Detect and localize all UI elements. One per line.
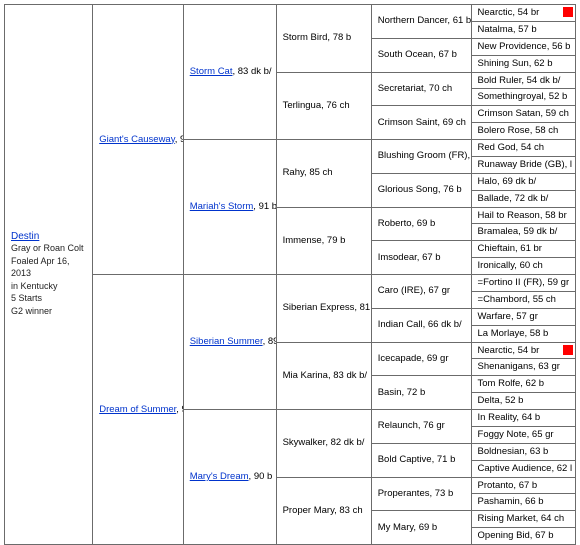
gen3-cell: Rahy, 85 ch (276, 140, 371, 208)
gen4-cell: Blushing Groom (FR), ch (371, 140, 471, 174)
table-row: DestinGray or Roan ColtFoaled Apr 16, 20… (5, 5, 576, 22)
gen2-cell: Mary's Dream, 90 b (183, 410, 276, 545)
gen3-cell: Mia Karina, 83 dk b/ (276, 342, 371, 410)
pedigree-link[interactable]: Mary's Dream (190, 471, 249, 482)
gen5-cell: Shenanigans, 63 gr (471, 359, 575, 376)
gen2-cell: Mariah's Storm, 91 b (183, 140, 276, 275)
gen1-cell: Dream of Summer, 99 gr/ro (93, 275, 184, 545)
gen4-cell: South Ocean, 67 b (371, 38, 471, 72)
pedigree-link[interactable]: Giant's Causeway (99, 134, 175, 145)
gen4-cell: Crimson Saint, 69 ch (371, 106, 471, 140)
gen5-cell: Ironically, 60 ch (471, 258, 575, 275)
gen5-cell: Boldnesian, 63 b (471, 443, 575, 460)
gen5-cell: Bolero Rose, 58 ch (471, 123, 575, 140)
gen5-cell: Runaway Bride (GB), l (471, 156, 575, 173)
gen5-cell: Tom Rolfe, 62 b (471, 376, 575, 393)
gen4-cell: My Mary, 69 b (371, 511, 471, 545)
gen4-cell: Relaunch, 76 gr (371, 410, 471, 444)
gen5-cell: Ballade, 72 dk b/ (471, 190, 575, 207)
gen5-cell: Bold Ruler, 54 dk b/ (471, 72, 575, 89)
gen5-cell: La Morlaye, 58 b (471, 325, 575, 342)
gen5-cell: Red God, 54 ch (471, 140, 575, 157)
pedigree-link[interactable]: Siberian Summer (190, 336, 263, 347)
gen5-cell: Nearctic, 54 br (471, 5, 575, 22)
gen5-cell: Captive Audience, 62 l (471, 460, 575, 477)
gen5-cell: Opening Bid, 67 b (471, 528, 575, 545)
gen2-cell: Siberian Summer, 89 gr/ (183, 275, 276, 410)
gen5-cell: Warfare, 57 gr (471, 308, 575, 325)
gen3-cell: Immense, 79 b (276, 207, 371, 275)
gen4-cell: Imsodear, 67 b (371, 241, 471, 275)
gen5-cell: Crimson Satan, 59 ch (471, 106, 575, 123)
gen5-cell: Somethingroyal, 52 b (471, 89, 575, 106)
subject-link[interactable]: Destin (11, 231, 39, 242)
gen3-cell: Storm Bird, 78 b (276, 5, 371, 73)
gen3-cell: Proper Mary, 83 ch (276, 477, 371, 545)
gen2-cell: Storm Cat, 83 dk b/ (183, 5, 276, 140)
gen4-cell: Icecapade, 69 gr (371, 342, 471, 376)
gen5-cell: Bramalea, 59 dk b/ (471, 224, 575, 241)
subject-desc-line: 5 Starts (11, 293, 42, 303)
gen5-cell: Rising Market, 64 ch (471, 511, 575, 528)
gen5-cell: =Fortino II (FR), 59 gr (471, 275, 575, 292)
gen4-cell: Properantes, 73 b (371, 477, 471, 511)
pedigree-link[interactable]: Storm Cat (190, 66, 233, 77)
pedigree-table: DestinGray or Roan Colt Foaled Apr 16, 20… (4, 4, 576, 545)
pedigree-link[interactable]: Mariah's Storm (190, 201, 254, 212)
pedigree-link[interactable]: Dream of Summer (99, 404, 176, 415)
gen5-cell: Halo, 69 dk b/ (471, 173, 575, 190)
subject-desc-line: Foaled Apr 16, 2013 (11, 256, 70, 279)
gen5-cell: =Chambord, 55 ch (471, 291, 575, 308)
gen5-cell: In Reality, 64 b (471, 410, 575, 427)
gen4-cell: Northern Dancer, 61 b (371, 5, 471, 39)
gen4-cell: Indian Call, 66 dk b/ (371, 308, 471, 342)
gen5-cell: Shining Sun, 62 b (471, 55, 575, 72)
gen4-cell: Caro (IRE), 67 gr (371, 275, 471, 309)
gen4-cell: Bold Captive, 71 b (371, 443, 471, 477)
gen4-cell: Glorious Song, 76 b (371, 173, 471, 207)
gen5-cell: Chieftain, 61 br (471, 241, 575, 258)
gen5-cell: Pashamin, 66 b (471, 494, 575, 511)
gen3-cell: Terlingua, 76 ch (276, 72, 371, 140)
gen1-cell: Giant's Causeway, 97 (93, 5, 184, 275)
gen5-cell: Natalma, 57 b (471, 21, 575, 38)
subject-desc-line: in Kentucky (11, 281, 58, 291)
gen3-cell: Skywalker, 82 dk b/ (276, 410, 371, 478)
gen5-cell: New Providence, 56 b (471, 38, 575, 55)
gen4-cell: Roberto, 69 b (371, 207, 471, 241)
subject-desc-line: G2 winner (11, 306, 52, 316)
gen4-cell: Secretariat, 70 ch (371, 72, 471, 106)
gen5-cell: Protanto, 67 b (471, 477, 575, 494)
gen5-cell: Foggy Note, 65 gr (471, 426, 575, 443)
gen5-cell: Delta, 52 b (471, 393, 575, 410)
subject-cell: DestinGray or Roan Colt Foaled Apr 16, 20… (5, 5, 93, 545)
subject-desc-line: Gray or Roan Colt (11, 243, 84, 253)
gen5-cell: Hail to Reason, 58 br (471, 207, 575, 224)
gen3-cell: Siberian Express, 81 (276, 275, 371, 343)
gen5-cell: Nearctic, 54 br (471, 342, 575, 359)
gen4-cell: Basin, 72 b (371, 376, 471, 410)
